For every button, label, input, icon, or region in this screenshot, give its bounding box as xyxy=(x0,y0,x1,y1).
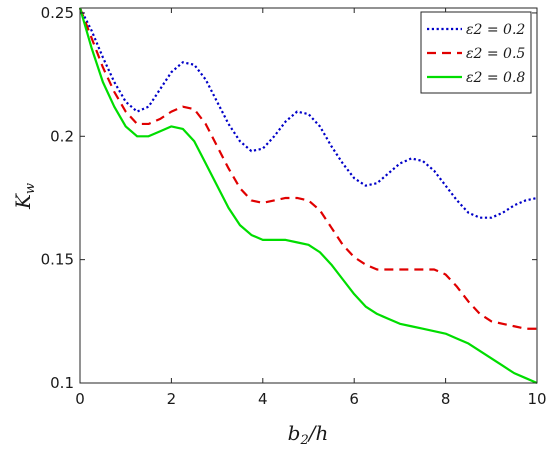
y-tick-label: 0.25 xyxy=(41,4,74,22)
x-tick-label: 8 xyxy=(441,390,451,408)
y-tick-label: 0.2 xyxy=(50,127,74,145)
legend-box xyxy=(420,11,532,94)
legend: ε2 = 0.2 ε2 = 0.5 ε2 = 0.8 xyxy=(420,11,532,94)
x-axis-label: b2/h xyxy=(288,421,329,448)
x-tick-label: 6 xyxy=(349,390,359,408)
y-axis-label-main: K xyxy=(11,193,35,210)
legend-label-1: ε2 = 0.2 xyxy=(466,22,525,38)
x-tick-label: 4 xyxy=(258,390,268,408)
x-tick-label: 10 xyxy=(527,390,546,408)
y-axis-label-sub: w xyxy=(23,183,38,194)
y-tick-label: 0.15 xyxy=(41,251,74,269)
x-tick-label: 0 xyxy=(75,390,85,408)
x-axis-label-sub: 2 xyxy=(299,433,308,448)
x-axis-label-rest: /h xyxy=(307,421,329,445)
y-axis-label: Kw xyxy=(11,183,38,210)
series-line-1 xyxy=(79,7,538,219)
y-tick-label: 0.1 xyxy=(50,374,74,392)
series-line-3 xyxy=(78,7,538,385)
axis-layer: 0 2 4 6 8 10 0.1 0.15 0.2 0.25 xyxy=(41,4,547,408)
legend-label-3: ε2 = 0.8 xyxy=(466,70,525,86)
x-axis-label-main: b xyxy=(288,421,301,445)
x-tick-label: 2 xyxy=(167,390,177,408)
legend-label-2: ε2 = 0.5 xyxy=(466,46,525,62)
series-layer xyxy=(78,7,538,385)
